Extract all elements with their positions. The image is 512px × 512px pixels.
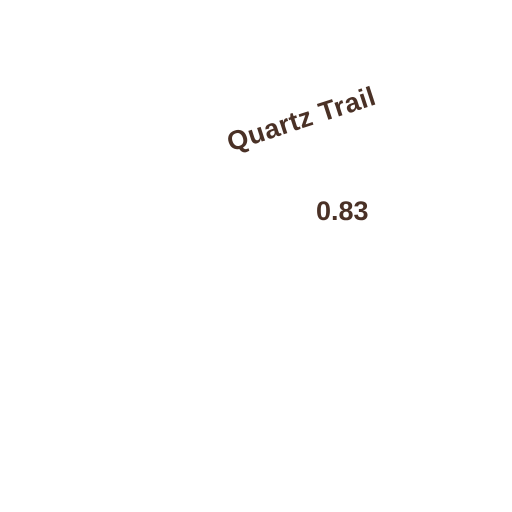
trail-name-label: Quartz Trail	[223, 81, 380, 158]
trail-distance-label: 0.83	[316, 196, 369, 226]
